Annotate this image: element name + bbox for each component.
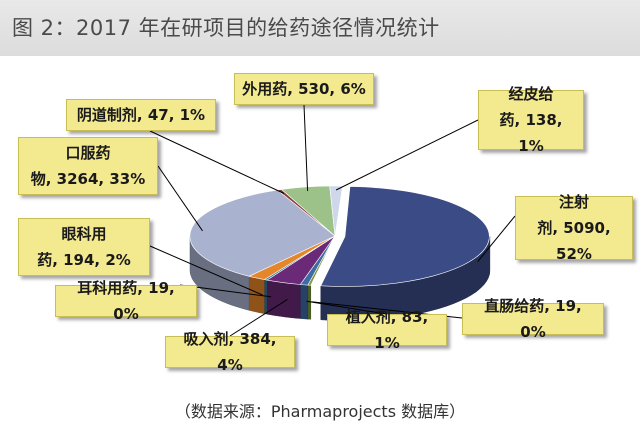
title-bar: 图 2：2017 年在研项目的给药途径情况统计	[0, 0, 640, 56]
slice-label-3: 吸入剂, 384, 4%	[165, 330, 295, 374]
slice-label-line: 药, 138, 1%	[499, 111, 563, 155]
leader-line-3	[229, 298, 288, 337]
page-title: 图 2：2017 年在研项目的给药途径情况统计	[12, 16, 440, 40]
slice-label-6: 口服药物, 3264, 33%	[18, 137, 158, 195]
leader-line-9	[335, 119, 479, 191]
slice-label-line: 吸入剂, 384, 4%	[183, 330, 277, 374]
pie-side-3	[266, 279, 301, 319]
pie-slice-9	[329, 185, 343, 237]
pie-slice-6	[189, 189, 336, 277]
leader-line-2	[306, 300, 388, 315]
pie-slices	[189, 185, 490, 287]
slice-label-line: 直肠给药, 19, 0%	[484, 297, 582, 341]
slice-label-9: 经皮给药, 138, 1%	[478, 85, 584, 155]
slice-label-line: 口服药	[65, 144, 111, 162]
slice-label-line: 注射	[558, 193, 589, 211]
leader-lines	[149, 104, 516, 337]
pie-side-4	[264, 278, 268, 315]
slice-label-1: 直肠给药, 19, 0%	[462, 297, 604, 341]
leader-line-6	[157, 165, 203, 232]
slice-label-line: 眼科用	[61, 225, 107, 243]
slice-label-5: 眼科用药, 194, 2%	[18, 218, 150, 276]
slice-label-0: 注射剂, 5090, 52%	[515, 193, 633, 263]
leader-line-8	[303, 104, 309, 192]
slice-label-line: 耳科用药, 19, 0%	[77, 279, 175, 323]
source-note: （数据来源：Pharmaprojects 数据库）	[174, 402, 466, 421]
leader-line-5	[149, 245, 263, 296]
pie-slice-0	[320, 186, 490, 287]
slice-label-7: 阴道制剂, 47, 1%	[66, 99, 216, 131]
slice-label-4: 耳科用药, 19, 0%	[55, 279, 197, 323]
slice-label-line: 物, 3264, 33%	[30, 170, 146, 188]
slice-label-line: 外用药, 530, 6%	[242, 80, 366, 98]
slice-label-line: 经皮给	[508, 85, 554, 103]
slice-label-line: 植入剂, 83, 1%	[345, 308, 429, 352]
slice-label-8: 外用药, 530, 6%	[234, 73, 374, 105]
leader-line-0	[477, 215, 516, 262]
pie-chart	[149, 104, 516, 337]
slice-label-line: 阴道制剂, 47, 1%	[76, 106, 206, 124]
slice-label-line: 药, 194, 2%	[37, 251, 131, 269]
leader-line-7	[149, 130, 285, 194]
chart-area: 注射剂, 5090, 52% 直肠给药, 19, 0% 植入剂, 83, 1% 吸入剂…	[0, 56, 640, 395]
slice-label-line: 剂, 5090, 52%	[537, 219, 611, 263]
slice-label-2: 植入剂, 83, 1%	[327, 308, 447, 352]
